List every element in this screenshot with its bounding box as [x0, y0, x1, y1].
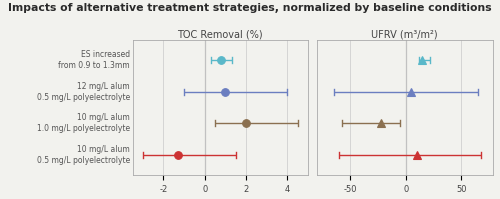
Text: ES increased
from 0.9 to 1.3mm: ES increased from 0.9 to 1.3mm	[58, 50, 130, 70]
Text: 10 mg/L alum
0.5 mg/L polyelectrolyte: 10 mg/L alum 0.5 mg/L polyelectrolyte	[36, 145, 130, 165]
Text: Impacts of alternative treatment strategies, normalized by baseline conditions: Impacts of alternative treatment strateg…	[8, 3, 492, 13]
Title: TOC Removal (%): TOC Removal (%)	[178, 29, 263, 39]
Text: 12 mg/L alum
0.5 mg/L polyelectrolyte: 12 mg/L alum 0.5 mg/L polyelectrolyte	[36, 82, 130, 102]
Text: 10 mg/L alum
1.0 mg/L polyelectrolyte: 10 mg/L alum 1.0 mg/L polyelectrolyte	[36, 113, 130, 133]
Title: UFRV (m³/m²): UFRV (m³/m²)	[372, 29, 438, 39]
